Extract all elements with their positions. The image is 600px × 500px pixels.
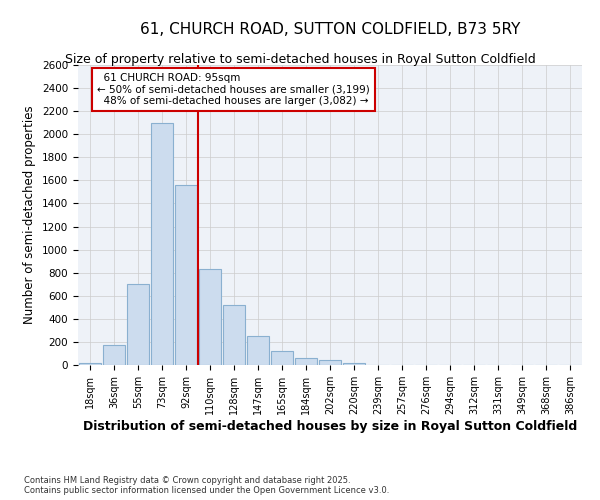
Bar (319, 360, 341, 365)
Bar (343, 362, 365, 365)
Bar (151, 122, 173, 365)
Bar (199, 269, 221, 365)
Bar (223, 305, 245, 365)
Bar (271, 350, 293, 365)
Text: 61 CHURCH ROAD: 95sqm
← 50% of semi-detached houses are smaller (3,199)
  48% of: 61 CHURCH ROAD: 95sqm ← 50% of semi-deta… (97, 73, 370, 106)
Bar (79, 362, 101, 365)
Bar (295, 358, 317, 365)
Bar (175, 185, 197, 365)
Text: Size of property relative to semi-detached houses in Royal Sutton Coldfield: Size of property relative to semi-detach… (65, 52, 535, 66)
X-axis label: Distribution of semi-detached houses by size in Royal Sutton Coldfield: Distribution of semi-detached houses by … (83, 420, 577, 433)
Y-axis label: Number of semi-detached properties: Number of semi-detached properties (23, 106, 37, 324)
Bar (127, 284, 149, 365)
Bar (103, 346, 125, 365)
Bar (247, 336, 269, 365)
Title: 61, CHURCH ROAD, SUTTON COLDFIELD, B73 5RY: 61, CHURCH ROAD, SUTTON COLDFIELD, B73 5… (140, 22, 520, 38)
Text: Contains HM Land Registry data © Crown copyright and database right 2025.
Contai: Contains HM Land Registry data © Crown c… (24, 476, 389, 495)
